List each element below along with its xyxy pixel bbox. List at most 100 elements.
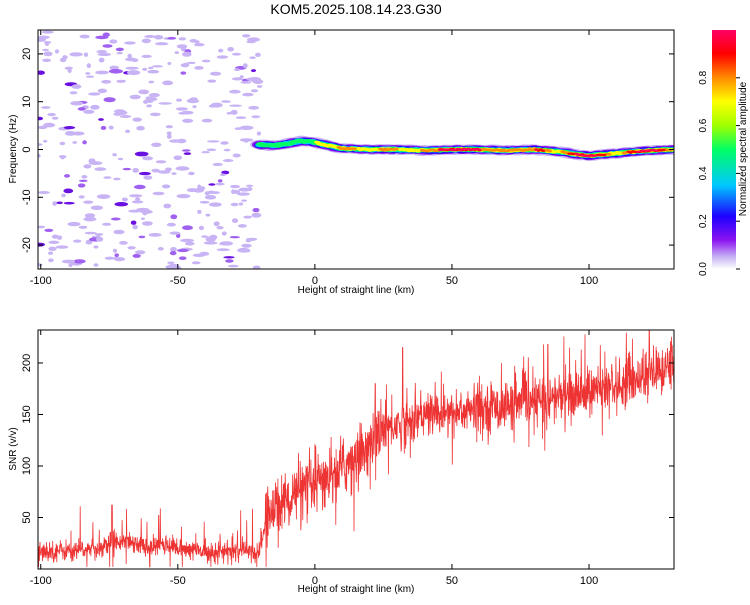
noise-blob xyxy=(148,93,160,98)
noise-blob xyxy=(216,55,229,59)
spectrogram-y-tick-label: 0 xyxy=(21,146,33,152)
noise-blob xyxy=(83,200,94,204)
signal-trace-cell xyxy=(661,149,666,152)
noise-blob xyxy=(67,221,81,227)
noise-blob xyxy=(252,265,261,269)
noise-blob xyxy=(69,91,78,95)
noise-blob xyxy=(113,257,126,262)
noise-blob xyxy=(199,251,210,256)
noise-blob xyxy=(201,118,213,123)
noise-blob xyxy=(208,183,216,186)
noise-blob xyxy=(77,107,86,111)
noise-blob xyxy=(96,236,104,242)
noise-blob xyxy=(166,222,176,227)
noise-blob xyxy=(135,250,146,255)
noise-blob xyxy=(158,102,172,105)
noise-blob xyxy=(246,77,258,81)
noise-blob xyxy=(70,101,84,106)
snr-x-tick-label: 0 xyxy=(312,575,318,587)
noise-blob xyxy=(129,94,141,100)
noise-blob xyxy=(237,192,250,196)
noise-blob xyxy=(86,63,92,69)
signal-trace-cell xyxy=(541,149,545,152)
noise-blob xyxy=(157,170,171,174)
noise-blob xyxy=(207,190,216,194)
noise-blob xyxy=(41,106,51,109)
noise-blob xyxy=(213,221,220,227)
noise-blob xyxy=(63,188,74,194)
signal-trace-cell xyxy=(547,149,552,153)
noise-blob xyxy=(194,40,200,44)
colorbar-tick-label: 0.2 xyxy=(698,214,709,228)
noise-blob xyxy=(38,143,43,146)
noise-blob xyxy=(148,66,154,70)
noise-blob xyxy=(221,231,227,236)
noise-blob xyxy=(77,183,86,188)
colorbar-tick-label: 0.0 xyxy=(698,262,709,276)
snr-y-tick-label: 100 xyxy=(21,457,33,475)
noise-blob xyxy=(93,245,99,249)
noise-blob xyxy=(152,191,165,196)
noise-blob xyxy=(103,176,112,179)
noise-blob xyxy=(208,104,218,108)
signal-trace-cell xyxy=(602,153,607,157)
noise-blob xyxy=(138,89,150,95)
snr-background xyxy=(38,330,674,569)
noise-blob xyxy=(219,241,234,246)
snr-x-axis-label: Height of straight line (km) xyxy=(298,584,415,595)
noise-blob xyxy=(185,241,195,246)
noise-blob xyxy=(131,200,144,204)
noise-blob xyxy=(124,57,137,62)
noise-blob xyxy=(85,75,95,78)
noise-blob xyxy=(201,59,211,63)
noise-blob xyxy=(171,172,177,176)
noise-blob xyxy=(175,166,190,171)
noise-blob xyxy=(231,77,244,81)
noise-blob xyxy=(119,241,128,245)
spectrogram-x-tick-label: -100 xyxy=(30,275,52,287)
noise-blob xyxy=(55,245,69,249)
noise-blob xyxy=(191,261,201,265)
noise-blob xyxy=(246,184,254,187)
noise-blob xyxy=(134,151,149,157)
noise-blob xyxy=(114,253,119,257)
spectrogram-y-axis-label: Frequency (Hz) xyxy=(8,115,19,184)
noise-blob xyxy=(64,174,70,178)
noise-blob xyxy=(140,217,145,220)
noise-blob xyxy=(109,65,119,70)
noise-blob xyxy=(113,177,121,181)
noise-blob xyxy=(154,35,164,40)
noise-blob xyxy=(169,251,177,256)
noise-blob xyxy=(231,218,239,224)
noise-blob xyxy=(61,193,66,198)
noise-blob xyxy=(127,53,132,59)
noise-blob xyxy=(48,240,60,244)
noise-blob xyxy=(54,49,60,54)
colorbar-ticks: 0.0 0.2 0.4 0.6 0.8 xyxy=(698,70,740,276)
snr-x-tick-label: 100 xyxy=(580,575,598,587)
noise-blob xyxy=(249,56,256,59)
noise-blob xyxy=(209,71,222,76)
noise-blob xyxy=(82,140,87,145)
noise-blob xyxy=(183,152,192,156)
noise-blob xyxy=(64,131,76,136)
noise-blob xyxy=(108,69,123,74)
noise-blob xyxy=(81,175,88,179)
spectrogram-x-tick-label: 100 xyxy=(580,275,598,287)
noise-blob xyxy=(61,259,76,264)
noise-blob xyxy=(129,194,143,198)
noise-blob xyxy=(223,256,235,259)
noise-blob xyxy=(73,259,86,264)
noise-blob xyxy=(104,256,115,260)
noise-blob xyxy=(239,125,254,130)
noise-blob xyxy=(48,246,57,251)
noise-blob xyxy=(248,105,260,110)
noise-blob xyxy=(38,191,50,194)
noise-blob xyxy=(78,225,88,229)
colorbar-gradient xyxy=(712,30,736,269)
noise-blob xyxy=(143,99,149,104)
noise-blob xyxy=(119,115,132,118)
noise-blob xyxy=(242,34,251,38)
